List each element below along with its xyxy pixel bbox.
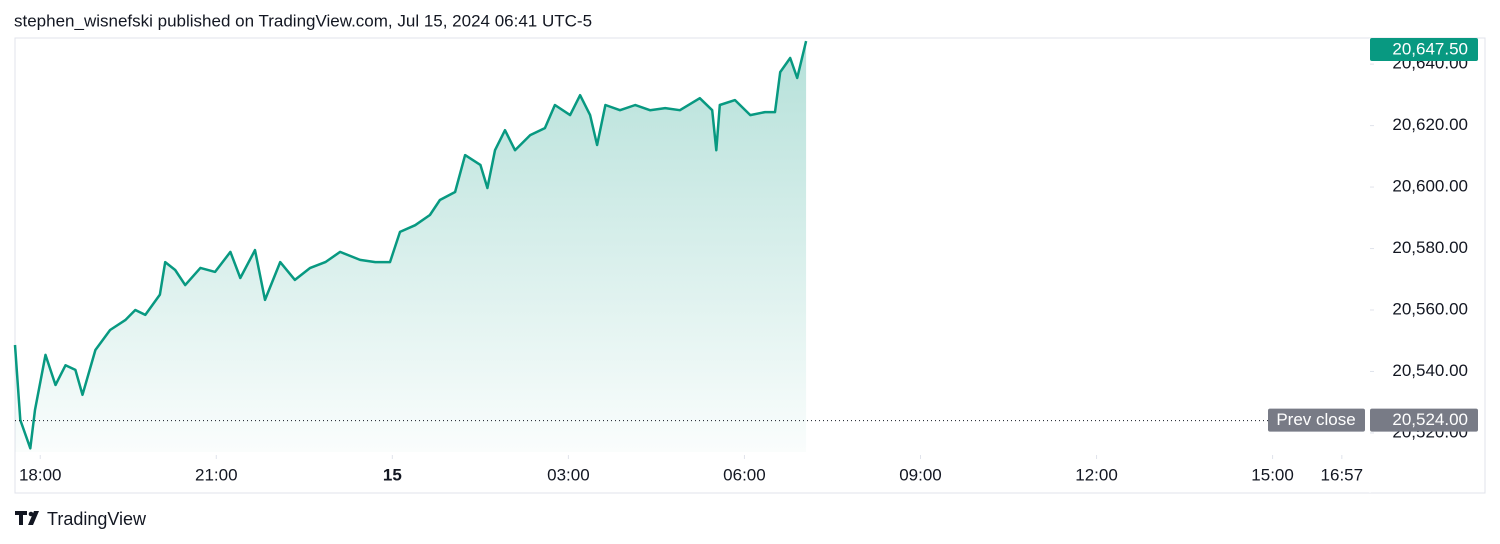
x-tick-label: 15:00: [1251, 465, 1294, 484]
logo: [15, 511, 39, 525]
last-price-label: 20,647.50: [1392, 39, 1468, 58]
y-tick-label: 20,600.00: [1392, 177, 1468, 196]
attribution: stephen_wisnefski published on TradingVi…: [14, 11, 592, 30]
prev-close-value: 20,524.00: [1392, 410, 1468, 429]
area-fill: [15, 41, 807, 452]
price-line: [13, 40, 808, 450]
footer-brand: TradingView: [47, 509, 147, 529]
y-tick-label: 20,620.00: [1392, 115, 1468, 134]
x-tick-label: 03:00: [547, 465, 590, 484]
prev-close-name: Prev close: [1276, 410, 1355, 429]
y-tick-label: 20,580.00: [1392, 238, 1468, 257]
x-tick-label: 21:00: [195, 465, 238, 484]
y-tick-label: 20,560.00: [1392, 299, 1468, 318]
chart-frame: [14, 37, 1486, 494]
plot: 20,520.0020,540.0020,560.0020,580.0020,6…: [13, 38, 1478, 484]
logo-dot: [28, 511, 34, 517]
x-tick-label: 12:00: [1075, 465, 1118, 484]
x-tick-label: 16:57: [1321, 465, 1364, 484]
last-price-box: [1370, 38, 1478, 61]
prev-close-tag: [1268, 408, 1365, 432]
x-tick-label: 15: [383, 465, 402, 484]
logo-mark: [15, 511, 39, 525]
x-tick-label: 06:00: [723, 465, 766, 484]
prev-close-value-box: [1370, 408, 1478, 432]
x-tick-label: 09:00: [899, 465, 942, 484]
y-tick-label: 20,540.00: [1392, 361, 1468, 380]
x-tick-label: 18:00: [19, 465, 62, 484]
